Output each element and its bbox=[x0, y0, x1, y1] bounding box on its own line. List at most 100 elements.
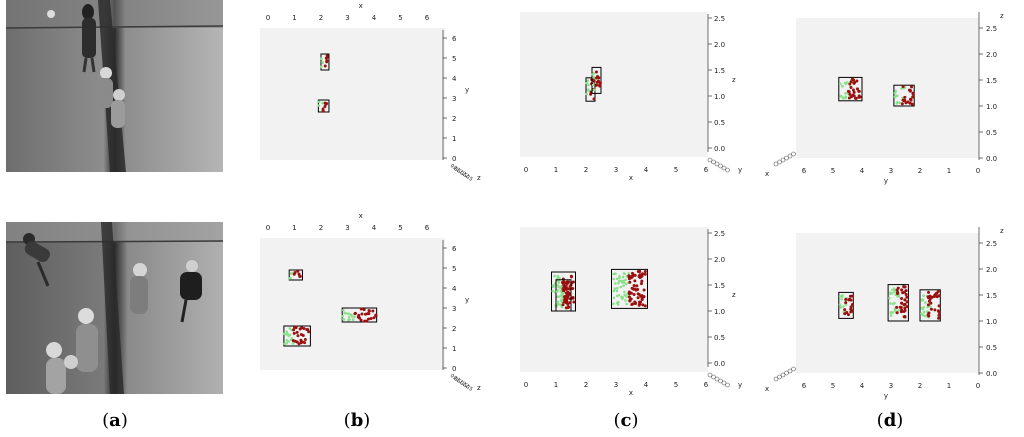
point-red bbox=[903, 290, 907, 294]
point-red bbox=[926, 296, 930, 300]
point-red bbox=[359, 318, 363, 322]
point-green bbox=[622, 284, 625, 287]
point-green bbox=[897, 309, 900, 312]
point-green bbox=[282, 332, 286, 336]
point-red bbox=[298, 274, 302, 278]
point-green bbox=[888, 296, 891, 300]
y-tick-label: 3 bbox=[452, 95, 456, 103]
point-green bbox=[592, 72, 596, 75]
point-red bbox=[848, 92, 852, 96]
x-tick-label: 2 bbox=[319, 14, 323, 22]
point-red bbox=[571, 286, 575, 290]
bounding-box bbox=[283, 325, 311, 347]
x-tick-label: 5 bbox=[398, 224, 402, 232]
point-red bbox=[904, 101, 908, 105]
point-green bbox=[290, 271, 293, 275]
point-red bbox=[852, 94, 856, 98]
point-red bbox=[360, 312, 364, 316]
point-red bbox=[569, 275, 573, 279]
x-tick-label: 6 bbox=[704, 381, 709, 389]
x-tick-label: 6 bbox=[425, 224, 430, 232]
y-tick-label: 5 bbox=[452, 265, 456, 273]
point-red bbox=[359, 307, 363, 311]
point-green bbox=[624, 299, 627, 302]
point-red bbox=[927, 290, 931, 294]
y-tick-label: 6 bbox=[452, 35, 457, 43]
bounding-box bbox=[887, 284, 909, 322]
point-red bbox=[643, 304, 647, 308]
point-green bbox=[623, 293, 627, 297]
point-red bbox=[635, 284, 639, 288]
point-green bbox=[612, 272, 615, 276]
point-green bbox=[625, 295, 629, 298]
x-tick-label: 4 bbox=[644, 381, 649, 389]
point-red bbox=[643, 270, 647, 274]
point-red bbox=[904, 293, 908, 297]
x-tick-glyph bbox=[777, 159, 782, 165]
chart-c-bottom: 0.0 0.5 1.0 1.5 2.0 2.5 z 0 1 2 3 4 5 6 x y bbox=[512, 215, 752, 410]
x-tick-label: 2 bbox=[319, 224, 323, 232]
point-red bbox=[640, 294, 644, 298]
point-red bbox=[641, 272, 645, 276]
y-tick-label: 5 bbox=[831, 382, 835, 390]
point-red bbox=[292, 331, 296, 335]
z-axis-label: z bbox=[477, 384, 481, 392]
y-axis-label: y bbox=[738, 166, 742, 174]
point-green bbox=[625, 302, 629, 306]
point-red bbox=[323, 64, 327, 68]
point-red bbox=[630, 286, 634, 290]
point-red bbox=[848, 82, 852, 86]
point-green bbox=[614, 282, 617, 285]
point-green bbox=[559, 286, 562, 289]
point-green bbox=[617, 300, 620, 304]
point-red bbox=[568, 287, 572, 291]
x-tick-label: 0 bbox=[266, 14, 270, 22]
y-tick-label: 4 bbox=[860, 382, 865, 390]
z-tick-label: 2.5 bbox=[986, 240, 997, 248]
point-red bbox=[565, 300, 569, 304]
x-tick-label: 3 bbox=[614, 166, 618, 174]
point-green bbox=[621, 297, 624, 301]
x-tick-label: 6 bbox=[425, 14, 430, 22]
point-green bbox=[838, 82, 842, 86]
z-tick-label: 0.5 bbox=[714, 119, 725, 127]
point-red bbox=[926, 303, 930, 307]
plot-pane bbox=[520, 12, 708, 157]
z-axis-label: z bbox=[732, 76, 736, 84]
y-tick-label: 3 bbox=[452, 305, 456, 313]
point-red bbox=[933, 294, 937, 298]
point-red bbox=[561, 303, 565, 307]
x-tick-label: 3 bbox=[345, 224, 349, 232]
z-tick-label: 0.5 bbox=[452, 165, 462, 175]
x-tick-label: 1 bbox=[554, 381, 558, 389]
z-tick-label: 1.5 bbox=[986, 292, 997, 300]
point-red bbox=[367, 309, 371, 313]
x-tick-label: 2 bbox=[584, 381, 588, 389]
point-red bbox=[852, 90, 856, 94]
z-tick-label: 1.0 bbox=[455, 167, 465, 177]
x-tick-glyph bbox=[784, 370, 789, 376]
y-tick-label: 5 bbox=[831, 167, 835, 175]
point-red bbox=[851, 88, 855, 92]
point-red bbox=[362, 308, 366, 312]
point-red bbox=[562, 283, 566, 287]
point-red bbox=[852, 81, 856, 85]
y-axis-label: y bbox=[738, 381, 742, 389]
z-tick-label: 1.5 bbox=[714, 67, 725, 75]
point-red bbox=[292, 328, 296, 332]
point-green bbox=[556, 295, 559, 299]
point-red bbox=[633, 273, 637, 277]
point-red bbox=[903, 306, 907, 310]
point-green bbox=[560, 300, 564, 303]
point-green bbox=[551, 289, 555, 293]
point-red bbox=[846, 313, 850, 317]
z-tick-label: 1.0 bbox=[714, 93, 725, 101]
point-red bbox=[937, 316, 941, 320]
x-tick-label: 4 bbox=[372, 14, 377, 22]
point-red bbox=[294, 325, 298, 329]
z-tick-label: 1.5 bbox=[714, 282, 725, 290]
point-red bbox=[903, 309, 907, 313]
point-red bbox=[633, 302, 637, 306]
point-red bbox=[857, 89, 861, 93]
z-tick-label: 2.5 bbox=[714, 230, 725, 238]
